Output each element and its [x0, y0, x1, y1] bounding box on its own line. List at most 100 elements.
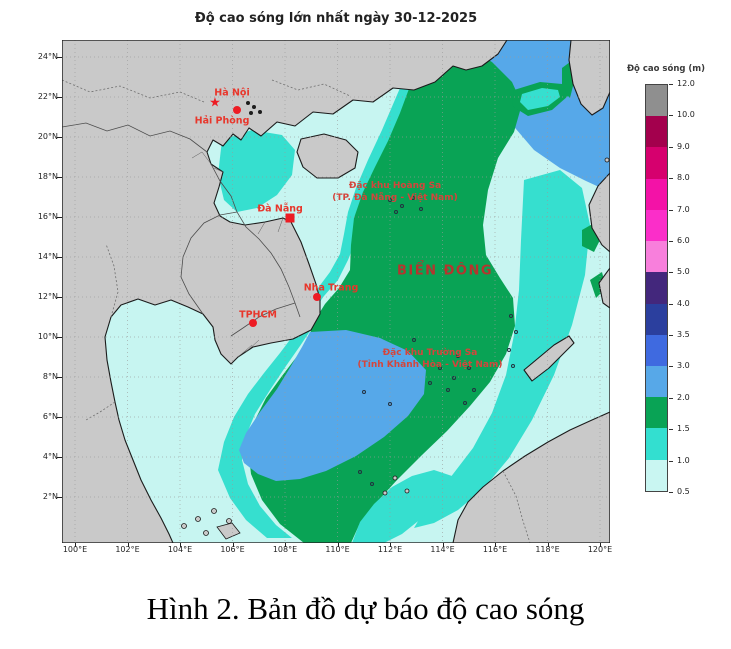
colorbar-tick-label: 12.0: [677, 79, 695, 88]
colorbar-tick-label: 5.0: [677, 267, 690, 277]
sea-patch-tonkin: [218, 130, 295, 212]
colorbar-segment: [646, 365, 667, 398]
sea-patch-nw-stripe: [306, 50, 424, 310]
lon-label: 116°E: [482, 545, 508, 553]
figure-caption: Hình 2. Bản đồ dự báo độ cao sóng: [146, 591, 585, 626]
colorbar-tick: [669, 272, 673, 274]
lon-tick: [180, 543, 181, 547]
colorbar-tick: [669, 240, 673, 242]
lon-label: 112°E: [377, 545, 403, 553]
colorbar-tick-label: 7.0: [677, 204, 690, 214]
colorbar-tick: [669, 178, 673, 180]
lon-label: 106°E: [220, 545, 245, 553]
colorbar-segment: [646, 147, 667, 179]
lon-label: 114°E: [430, 545, 455, 553]
lon-tick: [75, 543, 76, 547]
colorbar-tick: [669, 84, 673, 85]
lon-label: 110°E: [325, 545, 350, 553]
lon-tick: [232, 543, 234, 547]
lon-label: 120°E: [587, 545, 613, 553]
lat-label: 12°N: [37, 292, 58, 301]
colorbar-segment: [646, 241, 667, 273]
country-borders: [62, 79, 531, 543]
colorbar: [645, 84, 668, 492]
colorbar-title: Độ cao sóng (m): [626, 64, 706, 74]
colorbar-segment: [646, 428, 667, 460]
colorbar-tick-label: 9.0: [677, 141, 690, 151]
lon-label: 102°E: [115, 545, 140, 553]
sea-patch-south: [352, 470, 452, 543]
colorbar-tick-label: 6.0: [677, 235, 690, 245]
lat-tick: [57, 497, 62, 498]
colorbar-segment: [646, 116, 667, 148]
lon-tick: [547, 543, 549, 547]
sea-patch-west-flank: [218, 325, 310, 538]
colorbar-tick-label: 0.5: [677, 487, 690, 496]
colorbar-tick-label: 10.0: [677, 110, 695, 120]
lat-label: 4°N: [42, 452, 58, 461]
lon-label: 118°E: [535, 545, 560, 553]
colorbar-tick: [669, 429, 673, 431]
graticule: [62, 40, 610, 543]
lat-label: 14°N: [37, 252, 58, 261]
colorbar-tick: [669, 460, 673, 462]
reef-marks: [358, 196, 518, 486]
colorbar-tick-label: 3.0: [677, 361, 690, 371]
colorbar-tick-label: 4.0: [677, 298, 690, 308]
colorbar-tick-label: 8.0: [677, 173, 690, 183]
lat-label: 2°N: [42, 492, 58, 501]
colorbar-tick: [669, 303, 673, 305]
lat-tick: [57, 377, 62, 378]
lat-label: 16°N: [37, 212, 58, 221]
lat-label: 20°N: [37, 132, 58, 141]
land-borneo: [452, 411, 610, 543]
land-luzon-1: [588, 172, 610, 253]
colorbar-tick-label: 1.5: [677, 424, 690, 434]
lat-tick: [57, 217, 62, 218]
strait-patch-inner: [520, 88, 560, 110]
sea-patch-south-blue: [239, 330, 426, 481]
colorbar-tick: [669, 146, 673, 148]
lat-tick: [57, 297, 62, 298]
colorbar-segment: [646, 334, 667, 366]
lat-label: 22°N: [37, 92, 58, 101]
lat-label: 18°N: [37, 172, 58, 181]
lon-tick: [600, 543, 601, 547]
lon-tick: [495, 543, 496, 547]
lon-tick: [442, 543, 444, 547]
lat-tick: [57, 337, 62, 338]
longitude-axis: 100°E 102°E 104°E 106°E 108°E 110°E 112°E 114°E…: [0, 545, 731, 553]
colorbar-tick: [669, 397, 673, 399]
colorbar-tick-label: 1.0: [677, 455, 690, 465]
colorbar-tick: [669, 115, 673, 117]
land-mainland: [62, 40, 508, 543]
small-islands: [181, 101, 610, 540]
lat-tick: [57, 57, 62, 58]
colorbar-tick: [669, 209, 673, 211]
colorbar-segment: [646, 459, 667, 491]
lat-label: 6°N: [42, 412, 58, 421]
lon-tick: [127, 543, 129, 547]
colorbar-segment: [646, 397, 667, 429]
colorbar-segment: [646, 272, 667, 304]
lon-label: 108°E: [272, 545, 298, 553]
colorbar-tick-label: 2.0: [677, 392, 690, 402]
lon-tick: [390, 543, 391, 547]
colorbar-segment: [646, 209, 667, 242]
wave-map: ★ Hà Nội Hải Phòng Đà Nẵng Nha Trang TPHCM Đặc…: [62, 40, 610, 543]
colorbar-tick: [669, 366, 673, 368]
lat-label: 10°N: [37, 332, 58, 341]
lon-label: 104°E: [167, 545, 193, 553]
colorbar-tick-label: 3.5: [677, 330, 690, 340]
lon-tick: [285, 543, 286, 547]
lat-label: 24°N: [37, 52, 58, 61]
lon-tick: [337, 543, 339, 547]
lat-tick: [57, 97, 62, 98]
lon-label: 100°E: [62, 545, 88, 553]
colorbar-tick: [669, 492, 673, 493]
lat-tick: [57, 417, 62, 418]
lat-label: 8°N: [42, 372, 58, 381]
lat-tick: [57, 257, 62, 258]
lat-tick: [57, 177, 62, 178]
land-palawan: [523, 335, 575, 382]
